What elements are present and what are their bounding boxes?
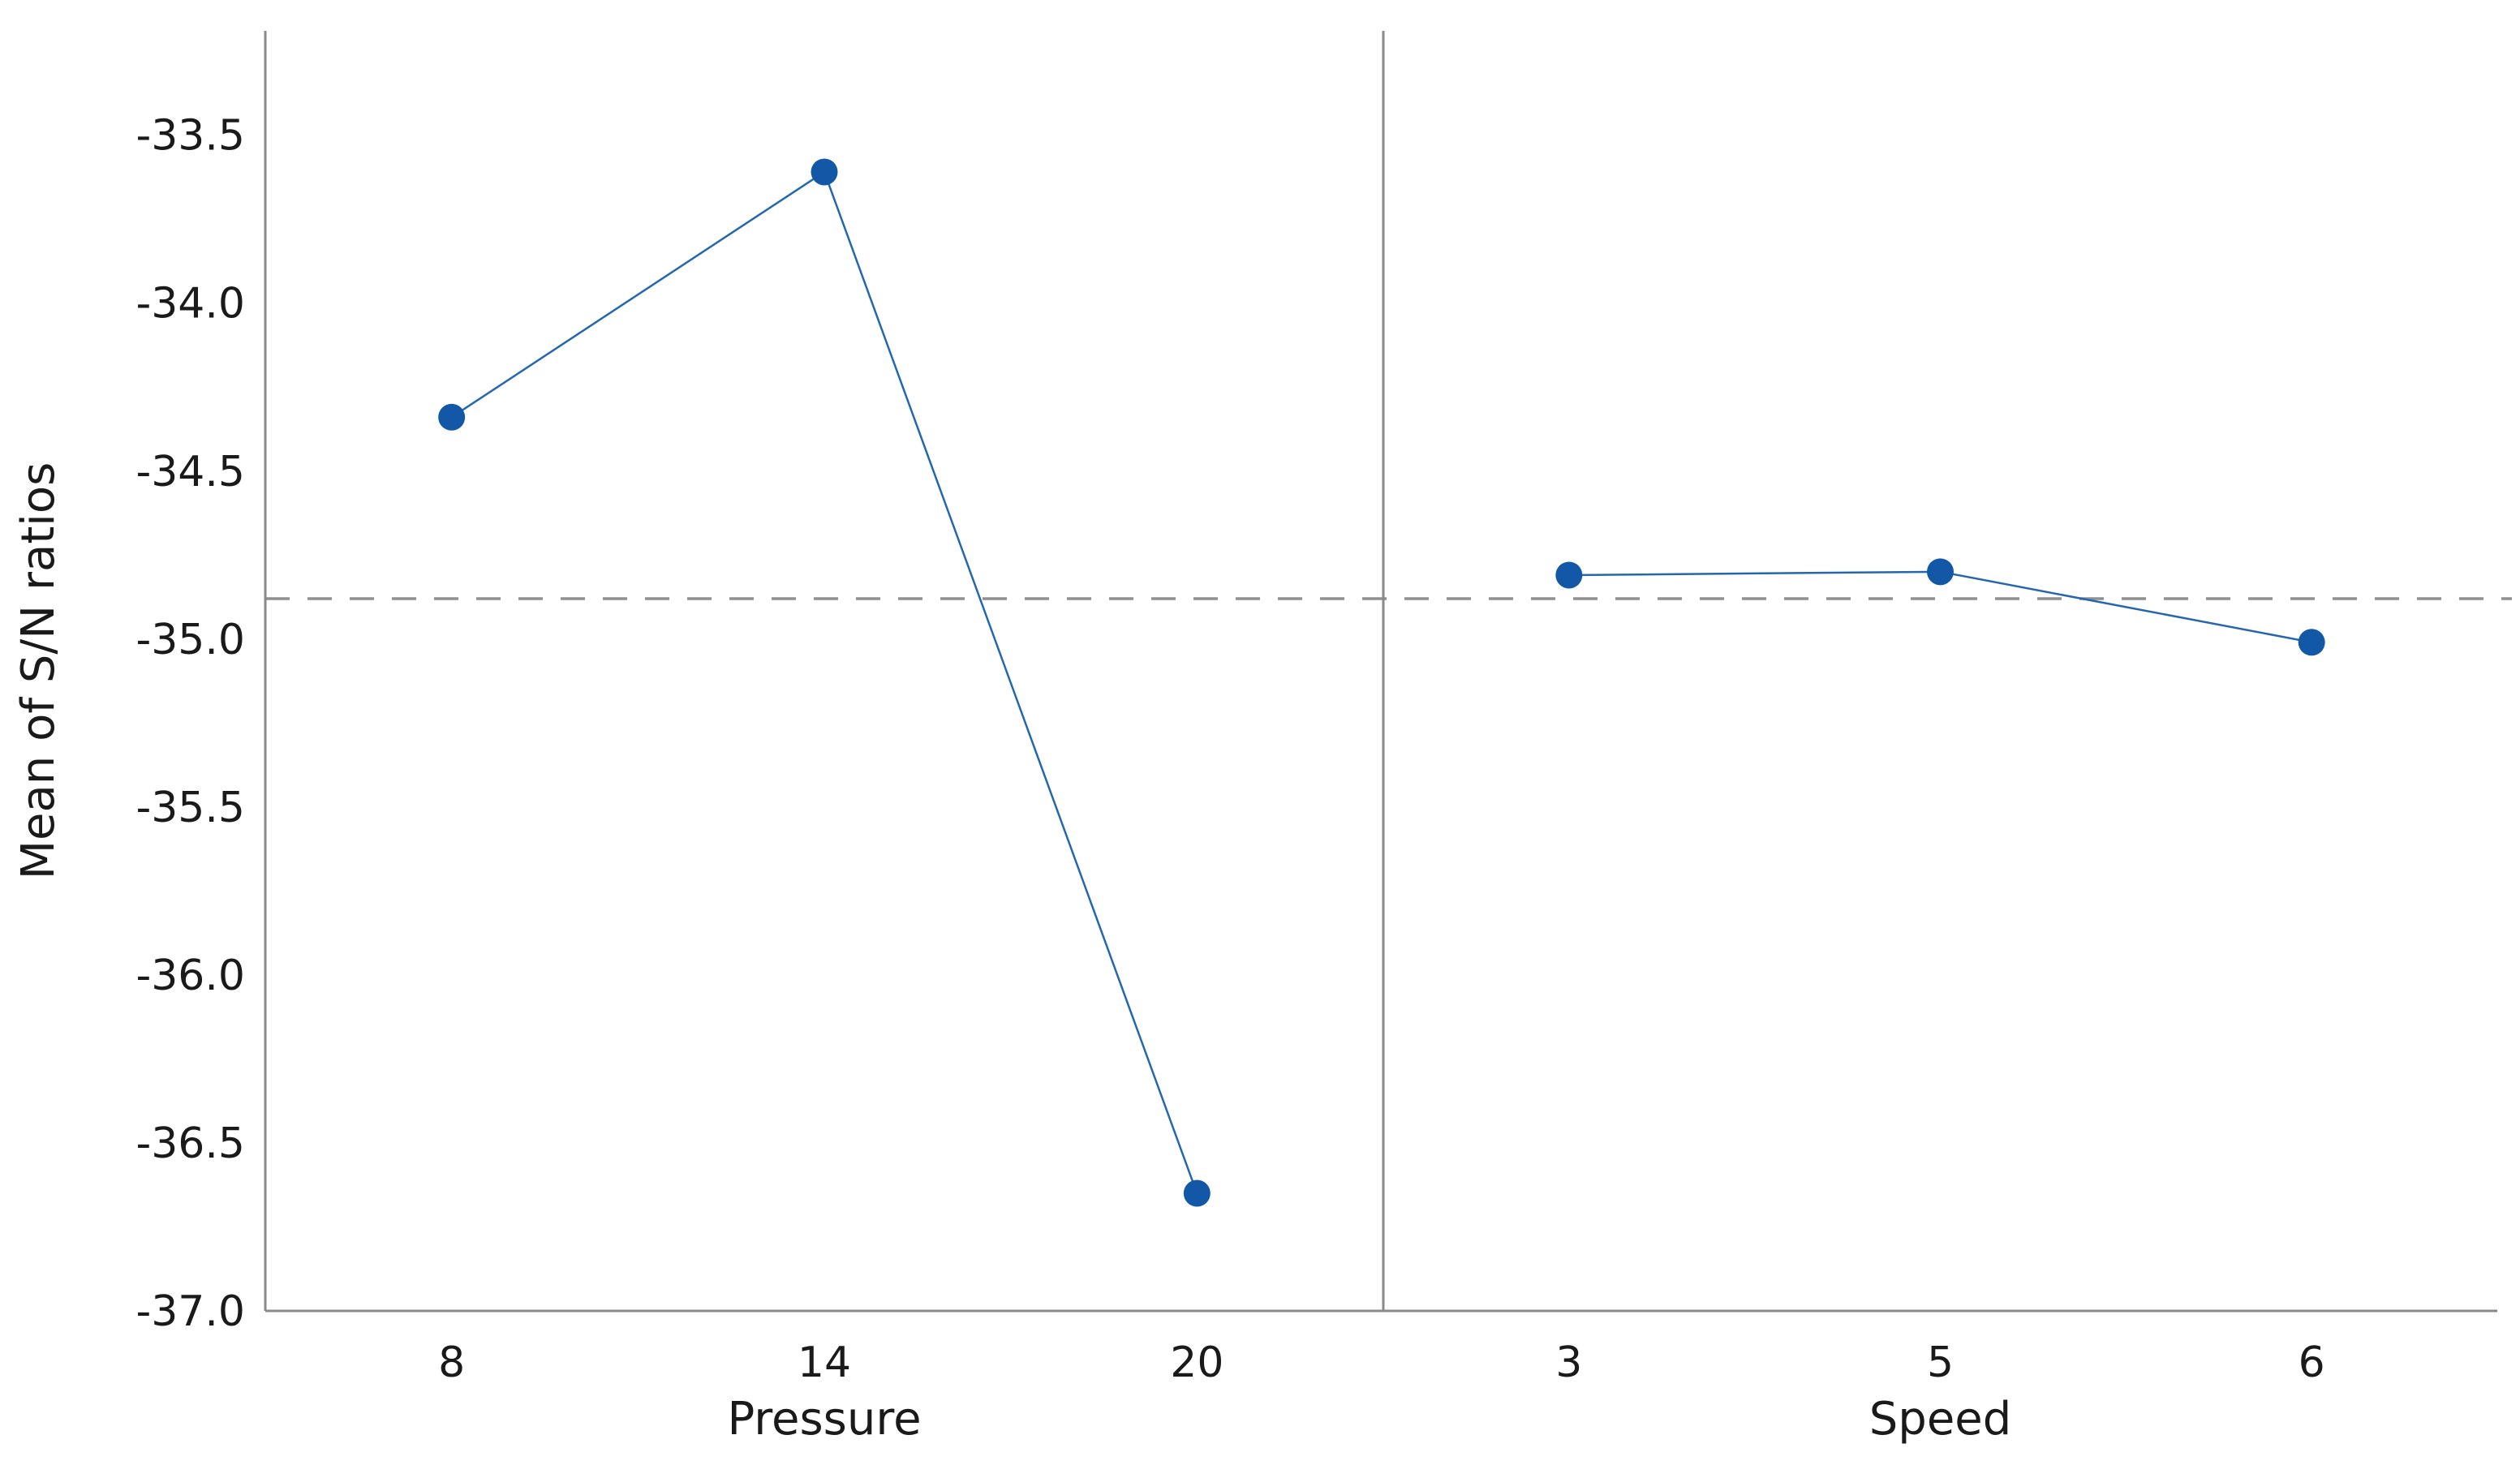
data-point-pressure-14 xyxy=(811,158,838,186)
data-point-pressure-8 xyxy=(438,403,466,431)
x-tick-label-speed-3: 3 xyxy=(1555,1338,1582,1387)
y-tick-label--34.5: -34.5 xyxy=(135,448,245,496)
x-axis-title-pressure: Pressure xyxy=(727,1393,921,1446)
chart-layers: 8 14 20 Pressure 3 5 6 Speed -33.5 -34.0 -34.5 -35.… xyxy=(135,31,2512,1446)
y-tick-label--35.0: -35.0 xyxy=(135,616,245,664)
x-axis-title-speed: Speed xyxy=(1869,1393,2012,1446)
x-tick-label-pressure-8: 8 xyxy=(438,1338,465,1387)
series-line-pressure xyxy=(450,170,1198,1194)
data-point-speed-3 xyxy=(1555,561,1583,589)
y-axis-title: Mean of S/N ratios xyxy=(12,462,65,880)
y-tick-label--33.5: -33.5 xyxy=(135,112,245,161)
x-tick-label-pressure-20: 20 xyxy=(1170,1338,1223,1387)
data-point-speed-5 xyxy=(1927,558,1954,586)
y-tick-label--35.5: -35.5 xyxy=(135,784,245,832)
data-point-pressure-20 xyxy=(1183,1179,1211,1207)
data-point-speed-6 xyxy=(2298,629,2325,656)
y-tick-label--36.0: -36.0 xyxy=(135,952,245,1000)
x-tick-label-pressure-14: 14 xyxy=(798,1338,851,1387)
y-tick-label--34.0: -34.0 xyxy=(135,280,245,329)
x-tick-label-speed-6: 6 xyxy=(2299,1338,2325,1387)
y-tick-label--37.0: -37.0 xyxy=(135,1287,245,1336)
x-tick-label-speed-5: 5 xyxy=(1927,1338,1954,1387)
y-tick-label--36.5: -36.5 xyxy=(135,1119,245,1168)
